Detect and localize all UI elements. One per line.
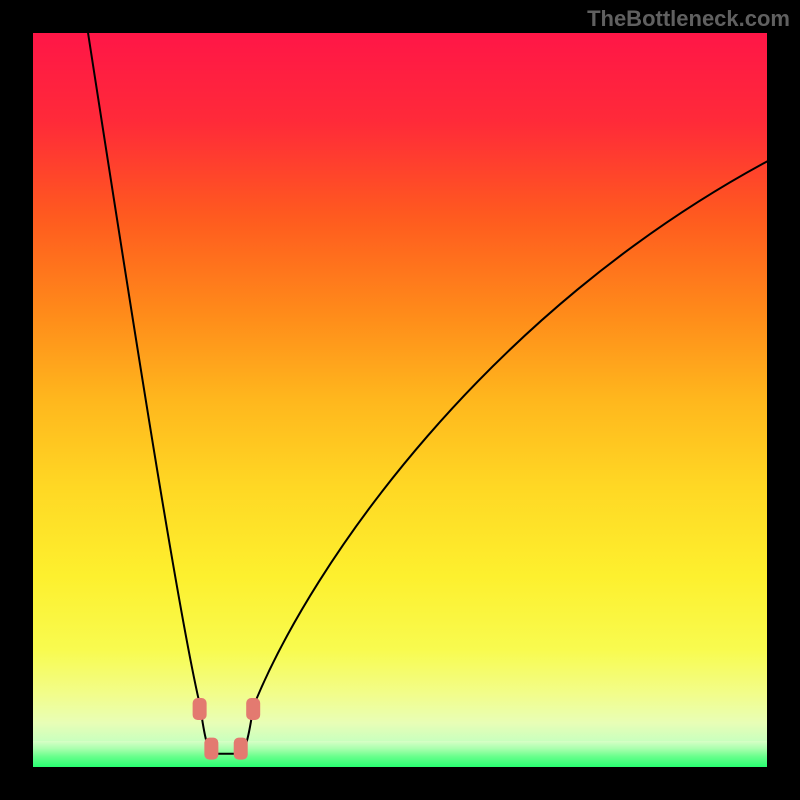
- marker-2: [234, 738, 248, 760]
- marker-3: [246, 698, 260, 720]
- watermark-text: TheBottleneck.com: [587, 6, 790, 32]
- marker-1: [204, 738, 218, 760]
- marker-0: [193, 698, 207, 720]
- plot-area: [33, 33, 767, 767]
- curve-layer: [33, 33, 767, 767]
- bottleneck-curve: [88, 33, 767, 754]
- chart-container: { "watermark": { "text": "TheBottleneck.…: [0, 0, 800, 800]
